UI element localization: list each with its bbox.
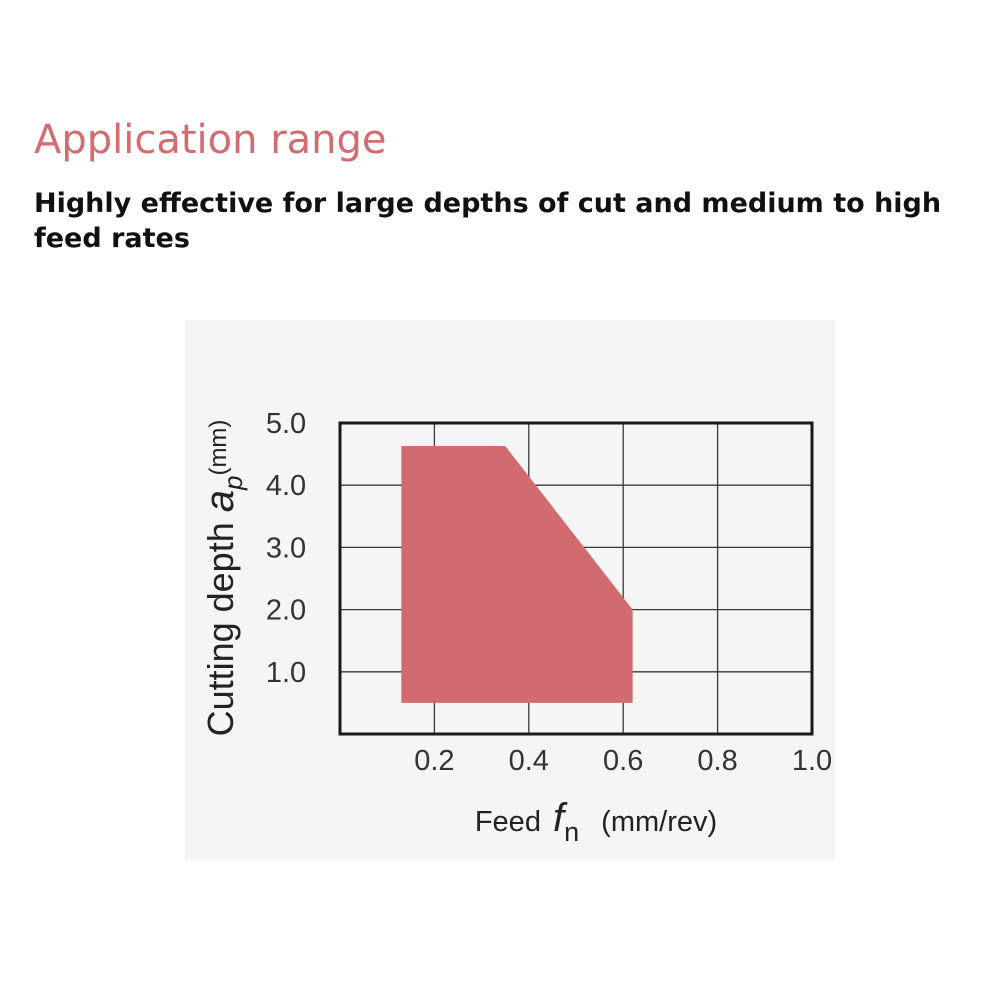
x-tick-label: 0.4: [509, 745, 549, 777]
y-axis-label-prefix: Cutting depth: [200, 512, 241, 736]
x-tick-label: 0.6: [603, 745, 643, 777]
page-title: Application range: [34, 117, 387, 163]
application-range-region: [401, 446, 633, 703]
y-axis-label: Cutting depth ap(mm): [198, 420, 248, 737]
y-axis-symbol: a: [198, 490, 242, 512]
y-axis-unit: (mm): [205, 420, 232, 476]
y-axis-subscript: p: [218, 476, 248, 491]
x-axis-unit: (mm/rev): [601, 806, 717, 838]
page-subtitle: Highly effective for large depths of cut…: [34, 188, 942, 254]
plot-frame: [338, 421, 814, 736]
y-tick-label: 1.0: [266, 657, 306, 689]
x-axis-subscript: n: [564, 817, 579, 847]
y-tick-label: 5.0: [266, 408, 306, 440]
y-tick-label: 4.0: [266, 470, 306, 502]
x-axis-label-prefix: Feed: [475, 806, 549, 838]
y-tick-label: 2.0: [266, 595, 306, 627]
y-tick-label: 3.0: [266, 532, 306, 564]
y-tick-labels: 5.0 4.0 3.0 2.0 1.0: [266, 408, 306, 689]
x-tick-label: 0.8: [697, 745, 737, 777]
x-tick-labels: 0.2 0.4 0.6 0.8 1.0: [414, 745, 832, 777]
x-tick-label: 0.2: [414, 745, 454, 777]
x-axis-label: Feed fn (mm/rev): [475, 796, 717, 847]
x-tick-label: 1.0: [792, 745, 832, 777]
